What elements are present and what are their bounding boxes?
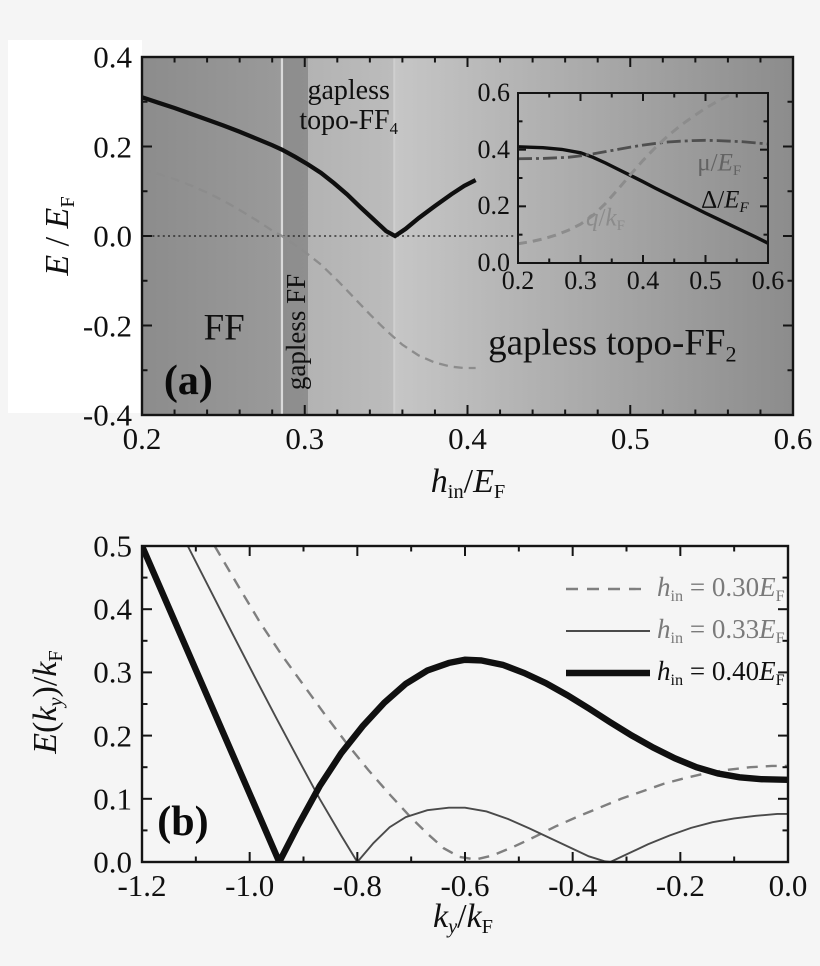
inset-label-mu: μ/EF bbox=[697, 149, 742, 180]
panel-b-x-tick-label: 0.0 bbox=[768, 868, 808, 903]
panel-b-x-tick-label: -0.2 bbox=[655, 868, 705, 903]
region-label-ff: FF bbox=[203, 307, 245, 349]
panel-a-inset-y-tick-label: 0.4 bbox=[477, 134, 511, 164]
panel-a-label-backdrop bbox=[8, 40, 142, 413]
panel-a-inset-curve-mu bbox=[518, 138, 768, 161]
inset-label-q: q/kF bbox=[586, 204, 625, 234]
panel-a-inset-x-tick-label: 0.4 bbox=[626, 266, 660, 295]
panel-b-plot bbox=[140, 544, 790, 864]
panel-b-x-tick-label: -0.4 bbox=[548, 868, 598, 903]
panel-b-x-tick-label: -1.0 bbox=[225, 868, 275, 903]
panel-b-y-tick-label: 0.3 bbox=[93, 654, 132, 690]
panel-a-inset-y-tick-label: 0.6 bbox=[477, 78, 511, 107]
region-label-gapless-topo-ff4: gapless topo-FF4 bbox=[299, 74, 399, 139]
panel-a-x-tick-label: 0.6 bbox=[773, 421, 813, 456]
panel-a-inset-x-tick-label: 0.5 bbox=[689, 266, 722, 295]
panel-a-y-tick-label: 0.4 bbox=[93, 39, 132, 75]
panel-a-x-tick-label: 0.3 bbox=[285, 421, 325, 456]
panel-b-tag: (b) bbox=[157, 799, 209, 846]
panel-a-inset-x-tick-label: 0.6 bbox=[751, 266, 785, 295]
inset-label-delta: Δ/EF bbox=[701, 185, 749, 216]
panel-a-region-FF bbox=[142, 57, 282, 415]
panel-a-inset-plot bbox=[517, 92, 769, 264]
panel-a-inset-curve-delta bbox=[518, 145, 768, 245]
panel-a-plot bbox=[140, 55, 795, 417]
region-label-gapless-topo-ff2: gapless topo-FF2 bbox=[488, 322, 737, 367]
panel-a-x-tick-label: 0.4 bbox=[448, 421, 487, 456]
panel-a-y-tick-label: -0.4 bbox=[82, 397, 132, 433]
panel-b-y-tick-label: 0.5 bbox=[93, 528, 132, 564]
panel-b-curve-h040 bbox=[142, 546, 788, 862]
panel-a-inset-x-tick-label: 0.3 bbox=[564, 266, 597, 295]
panel-b-legend-item-label: hin = 0.30EF bbox=[657, 572, 785, 606]
panel-a-y-tick-label: 0.0 bbox=[93, 218, 132, 254]
panel-a-inset-y-tick-label: 0.2 bbox=[477, 191, 511, 221]
panel-a-inset-x-tick-label: 0.2 bbox=[501, 266, 535, 295]
panel-b-y-tick-label: 0.2 bbox=[93, 718, 132, 754]
panel-a-curve-solid bbox=[142, 95, 477, 239]
panel-b-legend-item-label: hin = 0.40EF bbox=[657, 656, 785, 690]
panel-a-tag: (a) bbox=[163, 357, 213, 404]
panel-b-x-tick-label: -0.6 bbox=[440, 868, 490, 903]
panel-b-ticks bbox=[141, 545, 789, 863]
panel-a-y-tick-label: 0.2 bbox=[93, 129, 132, 164]
panel-b-x-tick-label: -0.8 bbox=[332, 868, 382, 903]
panel-b-y-tick-label: 0.4 bbox=[93, 591, 132, 627]
panel-a-inset-ticks bbox=[517, 92, 769, 264]
panel-a-ticks bbox=[141, 56, 794, 416]
panel-a-y-tick-label: -0.2 bbox=[82, 308, 132, 343]
panel-b-y-tick-label: 0.0 bbox=[93, 844, 132, 880]
region-label-gapless-ff: gapless FF bbox=[281, 274, 312, 391]
panel-b-curve-h033 bbox=[186, 546, 788, 862]
panel-b-x-tick-label: -1.2 bbox=[117, 868, 167, 903]
panel-a-curve-dashed bbox=[142, 168, 476, 370]
panel-a-x-tick-label: 0.5 bbox=[610, 421, 650, 456]
panel-a-y-axis-label: E / EF bbox=[39, 196, 80, 276]
panel-a-x-axis-label: hin/EF bbox=[430, 463, 506, 504]
panel-a-inset-curve-q bbox=[518, 93, 739, 246]
panel-b-curve-h030 bbox=[213, 546, 788, 861]
panel-a-inset-y-tick-label: 0.0 bbox=[477, 248, 511, 277]
panel-b-legend-item-label: hin = 0.33EF bbox=[657, 614, 785, 648]
panel-b-y-tick-label: 0.1 bbox=[93, 781, 132, 817]
panel-b-y-axis-label: E(ky)/kF bbox=[27, 650, 68, 754]
panel-b-x-axis-label: ky/kF bbox=[432, 898, 494, 939]
panel-a-x-tick-label: 0.2 bbox=[122, 421, 162, 456]
